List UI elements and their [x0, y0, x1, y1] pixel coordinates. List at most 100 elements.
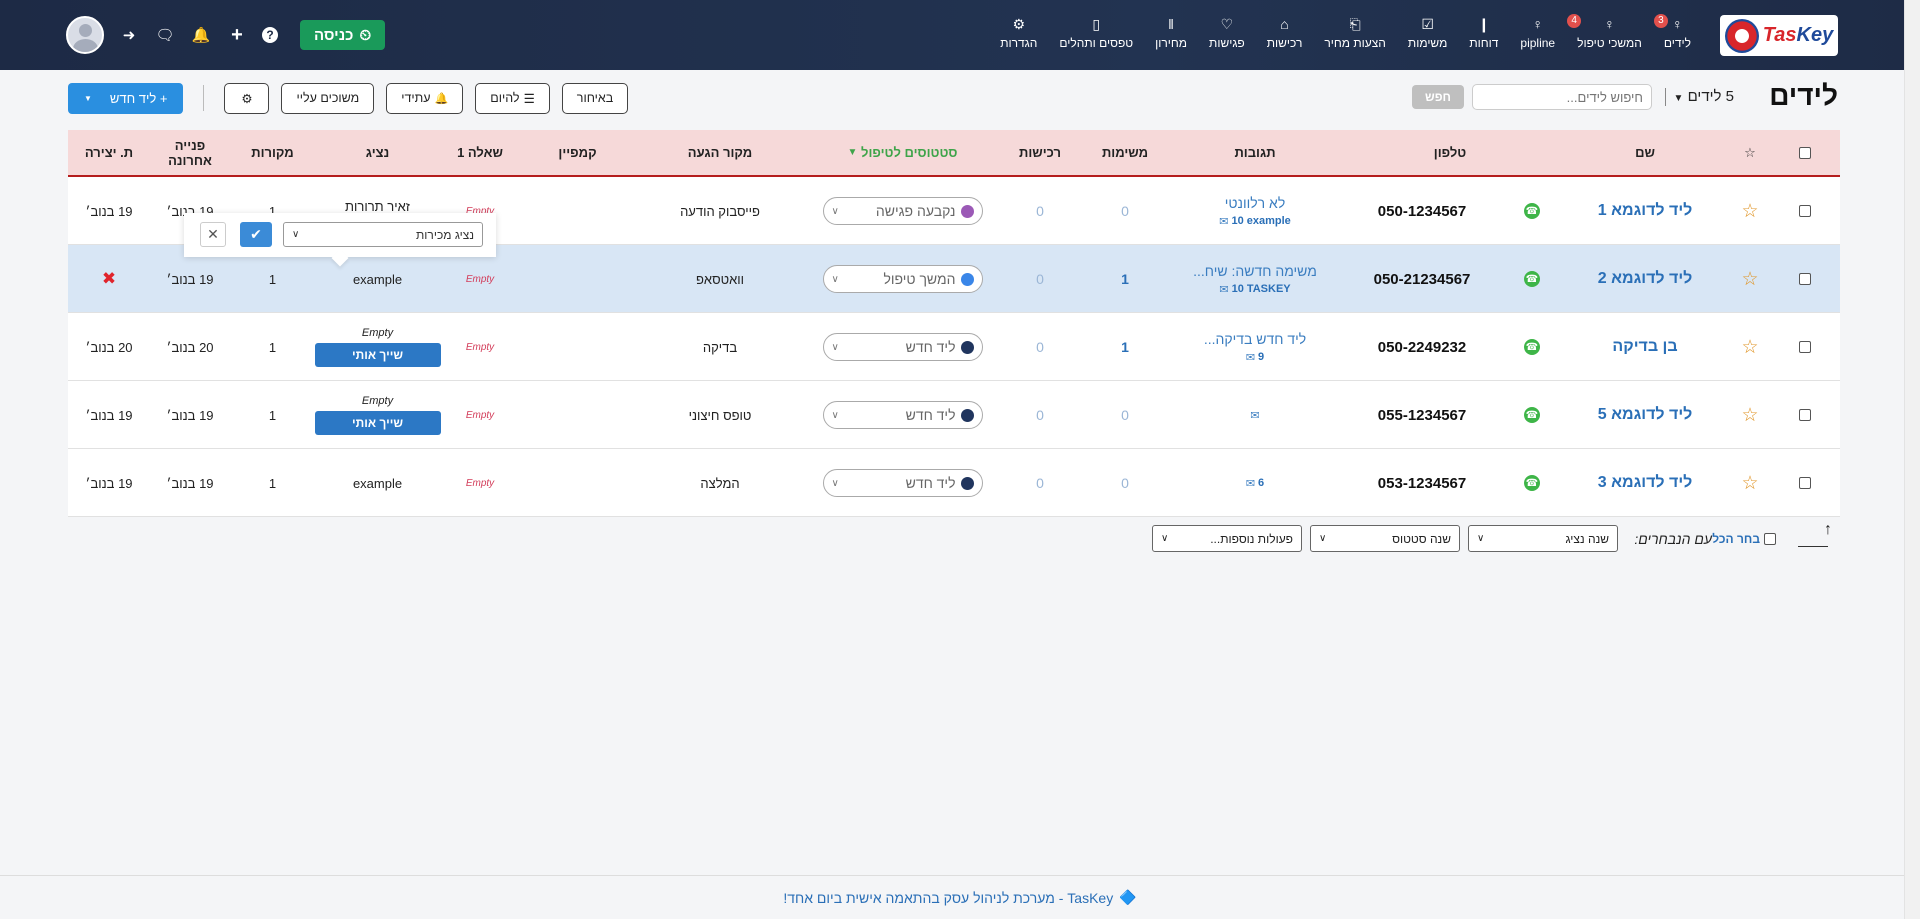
col-campaign[interactable]: קמפיין: [558, 145, 597, 160]
chat-icon[interactable]: 🗨: [155, 27, 175, 44]
login-icon[interactable]: ➜: [122, 27, 136, 44]
row-checkbox[interactable]: [1799, 477, 1811, 489]
question1-cell[interactable]: Empty: [440, 245, 520, 313]
status-select[interactable]: ליד חדש ∨: [822, 333, 983, 361]
nav-item[interactable]: ♀ המשכי טיפול 4: [1566, 14, 1653, 52]
late-button[interactable]: באיחור: [561, 82, 629, 114]
row-checkbox[interactable]: [1799, 273, 1811, 285]
page-scrollbar[interactable]: [1904, 0, 1920, 919]
col-source[interactable]: מקור הגעה: [687, 145, 753, 160]
agent-name[interactable]: example: [352, 271, 403, 287]
whatsapp-icon[interactable]: ☎: [1524, 407, 1540, 423]
tasks-count[interactable]: 0: [1121, 407, 1129, 423]
whatsapp-icon[interactable]: ☎: [1524, 271, 1540, 287]
select-all-link[interactable]: בחר הכל: [1712, 532, 1760, 546]
search-input[interactable]: [1472, 84, 1652, 110]
purchases-count[interactable]: 0: [1036, 407, 1044, 423]
lead-count-dropdown[interactable]: 5 לידים ▼: [1673, 88, 1734, 105]
col-agent[interactable]: נציג: [365, 145, 390, 160]
star-icon[interactable]: ☆: [1741, 336, 1759, 358]
nav-item[interactable]: ▯ טפסים ותהלים: [1048, 14, 1144, 52]
agent-cell[interactable]: Empty שייך אותי: [314, 313, 441, 381]
delete-icon[interactable]: ✖: [101, 269, 117, 288]
col-responses[interactable]: תגובות: [1234, 145, 1276, 160]
user-avatar[interactable]: [66, 16, 104, 54]
purchases-count[interactable]: 0: [1036, 203, 1044, 219]
tasks-cell[interactable]: 1: [1080, 245, 1170, 313]
star-icon[interactable]: ☆: [1741, 200, 1759, 222]
purchases-cell[interactable]: 0: [1000, 381, 1080, 449]
nav-item[interactable]: ☑ משימות: [1397, 14, 1458, 52]
nav-item[interactable]: ♀ pipline: [1509, 14, 1566, 52]
more-actions-select[interactable]: פעולות נוספות... ∨: [1152, 525, 1302, 552]
phone-number[interactable]: 053-1234567: [1377, 474, 1467, 492]
bell-icon[interactable]: 🔔: [191, 27, 211, 44]
agent-name[interactable]: example: [352, 475, 403, 491]
table-row[interactable]: ☆ בן בדיקה ☎ 050-2249232 ליד חדש בדיקה... 9 ✉ 1…: [68, 313, 1840, 381]
whatsapp-icon[interactable]: ☎: [1524, 339, 1540, 355]
change-status-select[interactable]: שנה סטטוס ∨: [1310, 525, 1460, 552]
future-button[interactable]: 🔔 עתידי: [386, 82, 464, 114]
nav-item[interactable]: ⌂ רכישות: [1256, 14, 1314, 52]
agent-cell[interactable]: זאיר תרורות: [315, 177, 440, 245]
settings-cogs-button[interactable]: ⚙: [224, 82, 270, 114]
question1-value[interactable]: Empty: [465, 205, 495, 217]
responses-cell[interactable]: משימה חדשה: שיח... TASKEY 10 ✉: [1170, 245, 1340, 313]
status-select[interactable]: המשך טיפול ∨: [822, 265, 983, 293]
nav-item[interactable]: ⎗ הצעות מחיר: [1313, 14, 1397, 52]
col-question1[interactable]: שאלה 1: [457, 145, 503, 160]
col-name[interactable]: שם: [1635, 145, 1655, 160]
responses-cell[interactable]: לא רלוונטי example 10 ✉: [1170, 177, 1340, 245]
question1-value[interactable]: Empty: [465, 273, 495, 285]
row-checkbox[interactable]: [1799, 341, 1811, 353]
last-response-text[interactable]: לא רלוונטי: [1224, 194, 1286, 211]
col-tasks[interactable]: משימות: [1101, 145, 1149, 160]
table-row[interactable]: ☆ ליד לדוגמא 5 ☎ 055-1234567 ✉ 0 0 ליד חדש ∨ טופס…: [68, 381, 1840, 449]
purchases-count[interactable]: 0: [1036, 475, 1044, 491]
select-all-header[interactable]: [1770, 130, 1840, 175]
question1-value[interactable]: Empty: [465, 409, 495, 421]
today-button[interactable]: ☰ להיום: [475, 82, 550, 114]
agent-name[interactable]: זאיר תרורות: [345, 199, 410, 214]
lead-name-link[interactable]: ליד לדוגמא 5: [1597, 406, 1693, 423]
lead-name-link[interactable]: ליד לדוגמא 1: [1597, 202, 1693, 219]
tasks-count[interactable]: 1: [1121, 339, 1129, 355]
table-row[interactable]: ☆ ליד לדוגמא 3 ☎ 053-1234567 6 ✉ 0 0 ליד חדש ∨ המל…: [68, 449, 1840, 517]
change-agent-select[interactable]: שנה נציג ∨: [1468, 525, 1618, 552]
header-checkbox[interactable]: [1799, 146, 1811, 159]
question1-value[interactable]: Empty: [465, 477, 495, 489]
assign-me-button[interactable]: שייך אותי: [314, 343, 441, 367]
status-select[interactable]: נקבעה פגישה ∨: [822, 197, 983, 225]
lead-name-link[interactable]: ליד לדוגמא 3: [1597, 474, 1693, 491]
new-lead-button[interactable]: ▼ + ליד חדש: [68, 82, 184, 114]
question1-cell[interactable]: Empty: [440, 177, 520, 245]
nav-item[interactable]: ❙ דוחות: [1458, 14, 1509, 52]
assigned-to-me-button[interactable]: משוכים עליי: [281, 82, 375, 114]
phone-number[interactable]: 050-2249232: [1377, 338, 1467, 356]
tasks-count[interactable]: 0: [1121, 203, 1129, 219]
responses-cell[interactable]: 6 ✉: [1170, 449, 1340, 517]
search-button[interactable]: חפש: [1412, 85, 1464, 109]
col-purchases[interactable]: רכישות: [1019, 145, 1061, 160]
phone-number[interactable]: 050-1234567: [1377, 202, 1467, 220]
agent-cell[interactable]: example: [315, 245, 440, 313]
purchases-cell[interactable]: 0: [1000, 177, 1080, 245]
purchases-count[interactable]: 0: [1036, 271, 1044, 287]
last-response-text[interactable]: משימה חדשה: שיח...: [1193, 262, 1317, 279]
purchases-count[interactable]: 0: [1036, 339, 1044, 355]
col-sources[interactable]: מקורות: [251, 145, 294, 160]
help-icon[interactable]: ?: [262, 27, 278, 43]
assign-me-button[interactable]: שייך אותי: [314, 411, 441, 435]
agent-cell[interactable]: example: [315, 449, 440, 517]
agent-cell[interactable]: Empty שייך אותי: [314, 381, 441, 449]
select-all-checkbox[interactable]: [1764, 533, 1776, 545]
col-status[interactable]: סטטוסים לטיפול ▼: [847, 145, 958, 160]
col-phone[interactable]: טלפון: [1433, 145, 1467, 160]
phone-number[interactable]: 055-1234567: [1377, 406, 1467, 424]
responses-cell[interactable]: ליד חדש בדיקה... 9 ✉: [1170, 313, 1340, 381]
whatsapp-icon[interactable]: ☎: [1524, 475, 1540, 491]
tasks-count[interactable]: 0: [1121, 475, 1129, 491]
tasks-cell[interactable]: 1: [1080, 313, 1170, 381]
nav-item[interactable]: ♀ לידים 3: [1653, 14, 1702, 52]
last-response-text[interactable]: ליד חדש בדיקה...: [1203, 330, 1307, 347]
